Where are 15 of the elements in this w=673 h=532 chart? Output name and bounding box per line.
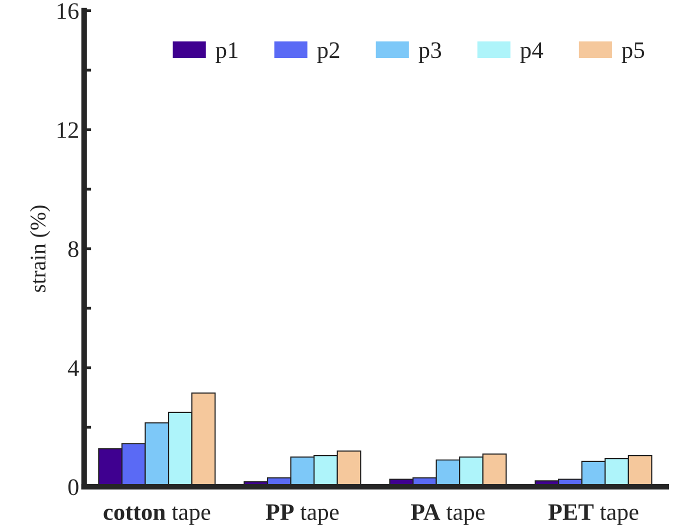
legend-label: p3 [418,42,442,63]
legend-label: p5 [622,42,644,63]
y-axis-title: strain (%) [30,206,50,292]
legend-label: p2 [317,42,340,63]
legend-label: p1 [216,42,238,63]
x-tick-label: PET tape [548,504,638,525]
x-tick-label: cotton tape [104,506,210,525]
legend-label: p4 [520,42,544,63]
y-tick-label: 0 [68,479,78,496]
y-tick-label: 8 [68,241,78,258]
y-tick-label: 16 [58,3,79,20]
x-tick-label: PP tape [266,504,339,525]
y-tick-label: 12 [58,122,78,138]
y-tick-label: 4 [68,360,79,376]
x-tick-label: PA tape [410,504,485,525]
